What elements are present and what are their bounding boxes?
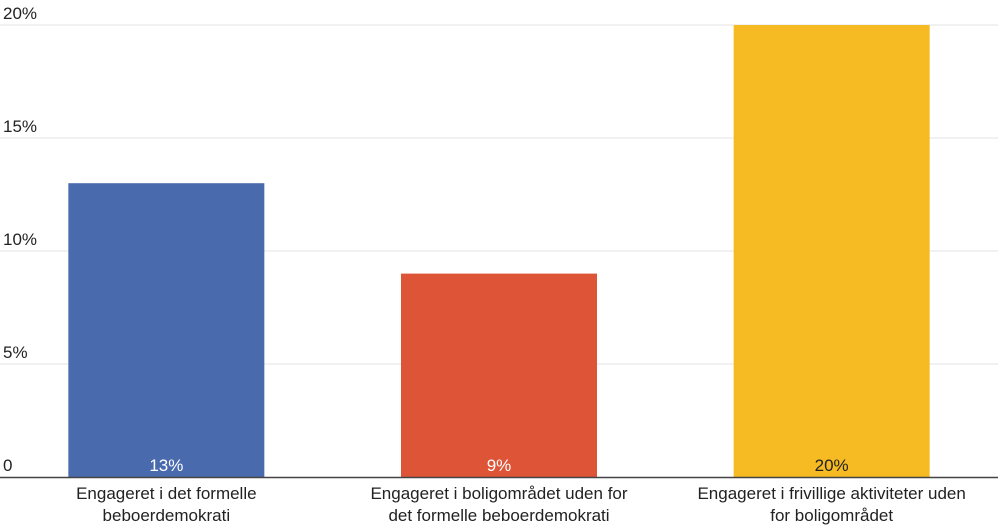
bar-value-label: 9% [487,456,512,475]
bar [401,273,597,477]
bar [68,183,265,477]
x-category-label: Engageret i frivillige aktiviteter uden f… [697,484,965,525]
y-tick-label: 20% [3,4,37,23]
bar-value-label: 13% [149,456,183,475]
bars [68,25,930,477]
value-labels: 13% 9% 20% [149,456,848,475]
bar [733,25,930,477]
x-category-label-line: Engageret i det formelle [76,484,257,503]
x-category-label: Engageret i det formelle beboerdemokrati [76,484,257,525]
x-category-label: Engageret i boligområdet uden for det for… [370,484,627,525]
bar-value-label: 20% [815,456,849,475]
y-tick-label: 0 [3,456,12,475]
x-category-label-line: beboerdemokrati [103,506,231,525]
y-tick-label: 5% [3,343,28,362]
y-axis-tick-labels: 0 5% 10% 15% 20% [3,4,37,475]
x-category-label-line: Engageret i boligområdet uden for [370,484,627,503]
y-tick-label: 15% [3,117,37,136]
x-category-label-line: det formelle beboerdemokrati [388,506,609,525]
y-tick-label: 10% [3,230,37,249]
x-category-label-line: for boligområdet [770,506,893,525]
x-axis-category-labels: Engageret i det formelle beboerdemokratiE… [76,484,966,525]
x-category-label-line: Engageret i frivillige aktiviteter uden [697,484,965,503]
